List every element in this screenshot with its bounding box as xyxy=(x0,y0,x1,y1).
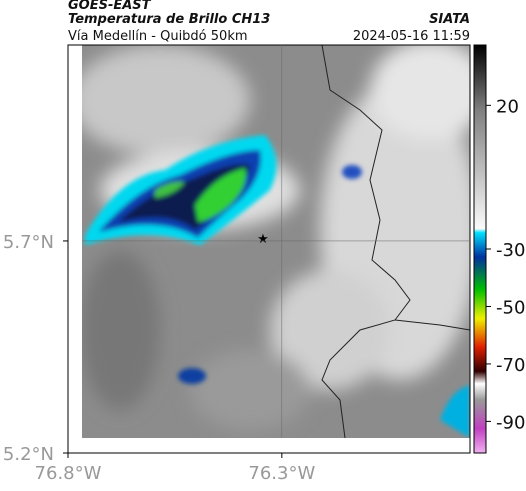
map-frame xyxy=(67,44,471,454)
colorbar xyxy=(473,44,487,454)
colorbar-tick-label: -50 xyxy=(496,297,525,318)
colorbar-tick-label: 20 xyxy=(496,96,519,117)
subtitle: Temperatura de Brillo CH13 xyxy=(68,12,270,27)
y-tick-label: 5.7°N xyxy=(3,232,54,253)
route: Vía Medellín - Quibdó 50km xyxy=(68,29,248,44)
x-tick-label: 76.3°W xyxy=(248,463,315,484)
timestamp: 2024-05-16 11:59 xyxy=(353,29,470,44)
source: SIATA xyxy=(429,12,470,27)
y-tick-label: 5.2°N xyxy=(3,444,54,465)
satellite-image xyxy=(82,45,470,438)
colorbar-tick-label: -90 xyxy=(496,412,525,433)
colorbar-tick-label: -30 xyxy=(496,240,525,261)
title: GOES-EAST xyxy=(68,0,152,13)
x-tick-label: 76.8°W xyxy=(35,463,102,484)
colorbar-tick-label: -70 xyxy=(496,355,525,376)
star: ★ xyxy=(257,232,269,247)
border xyxy=(321,44,471,439)
